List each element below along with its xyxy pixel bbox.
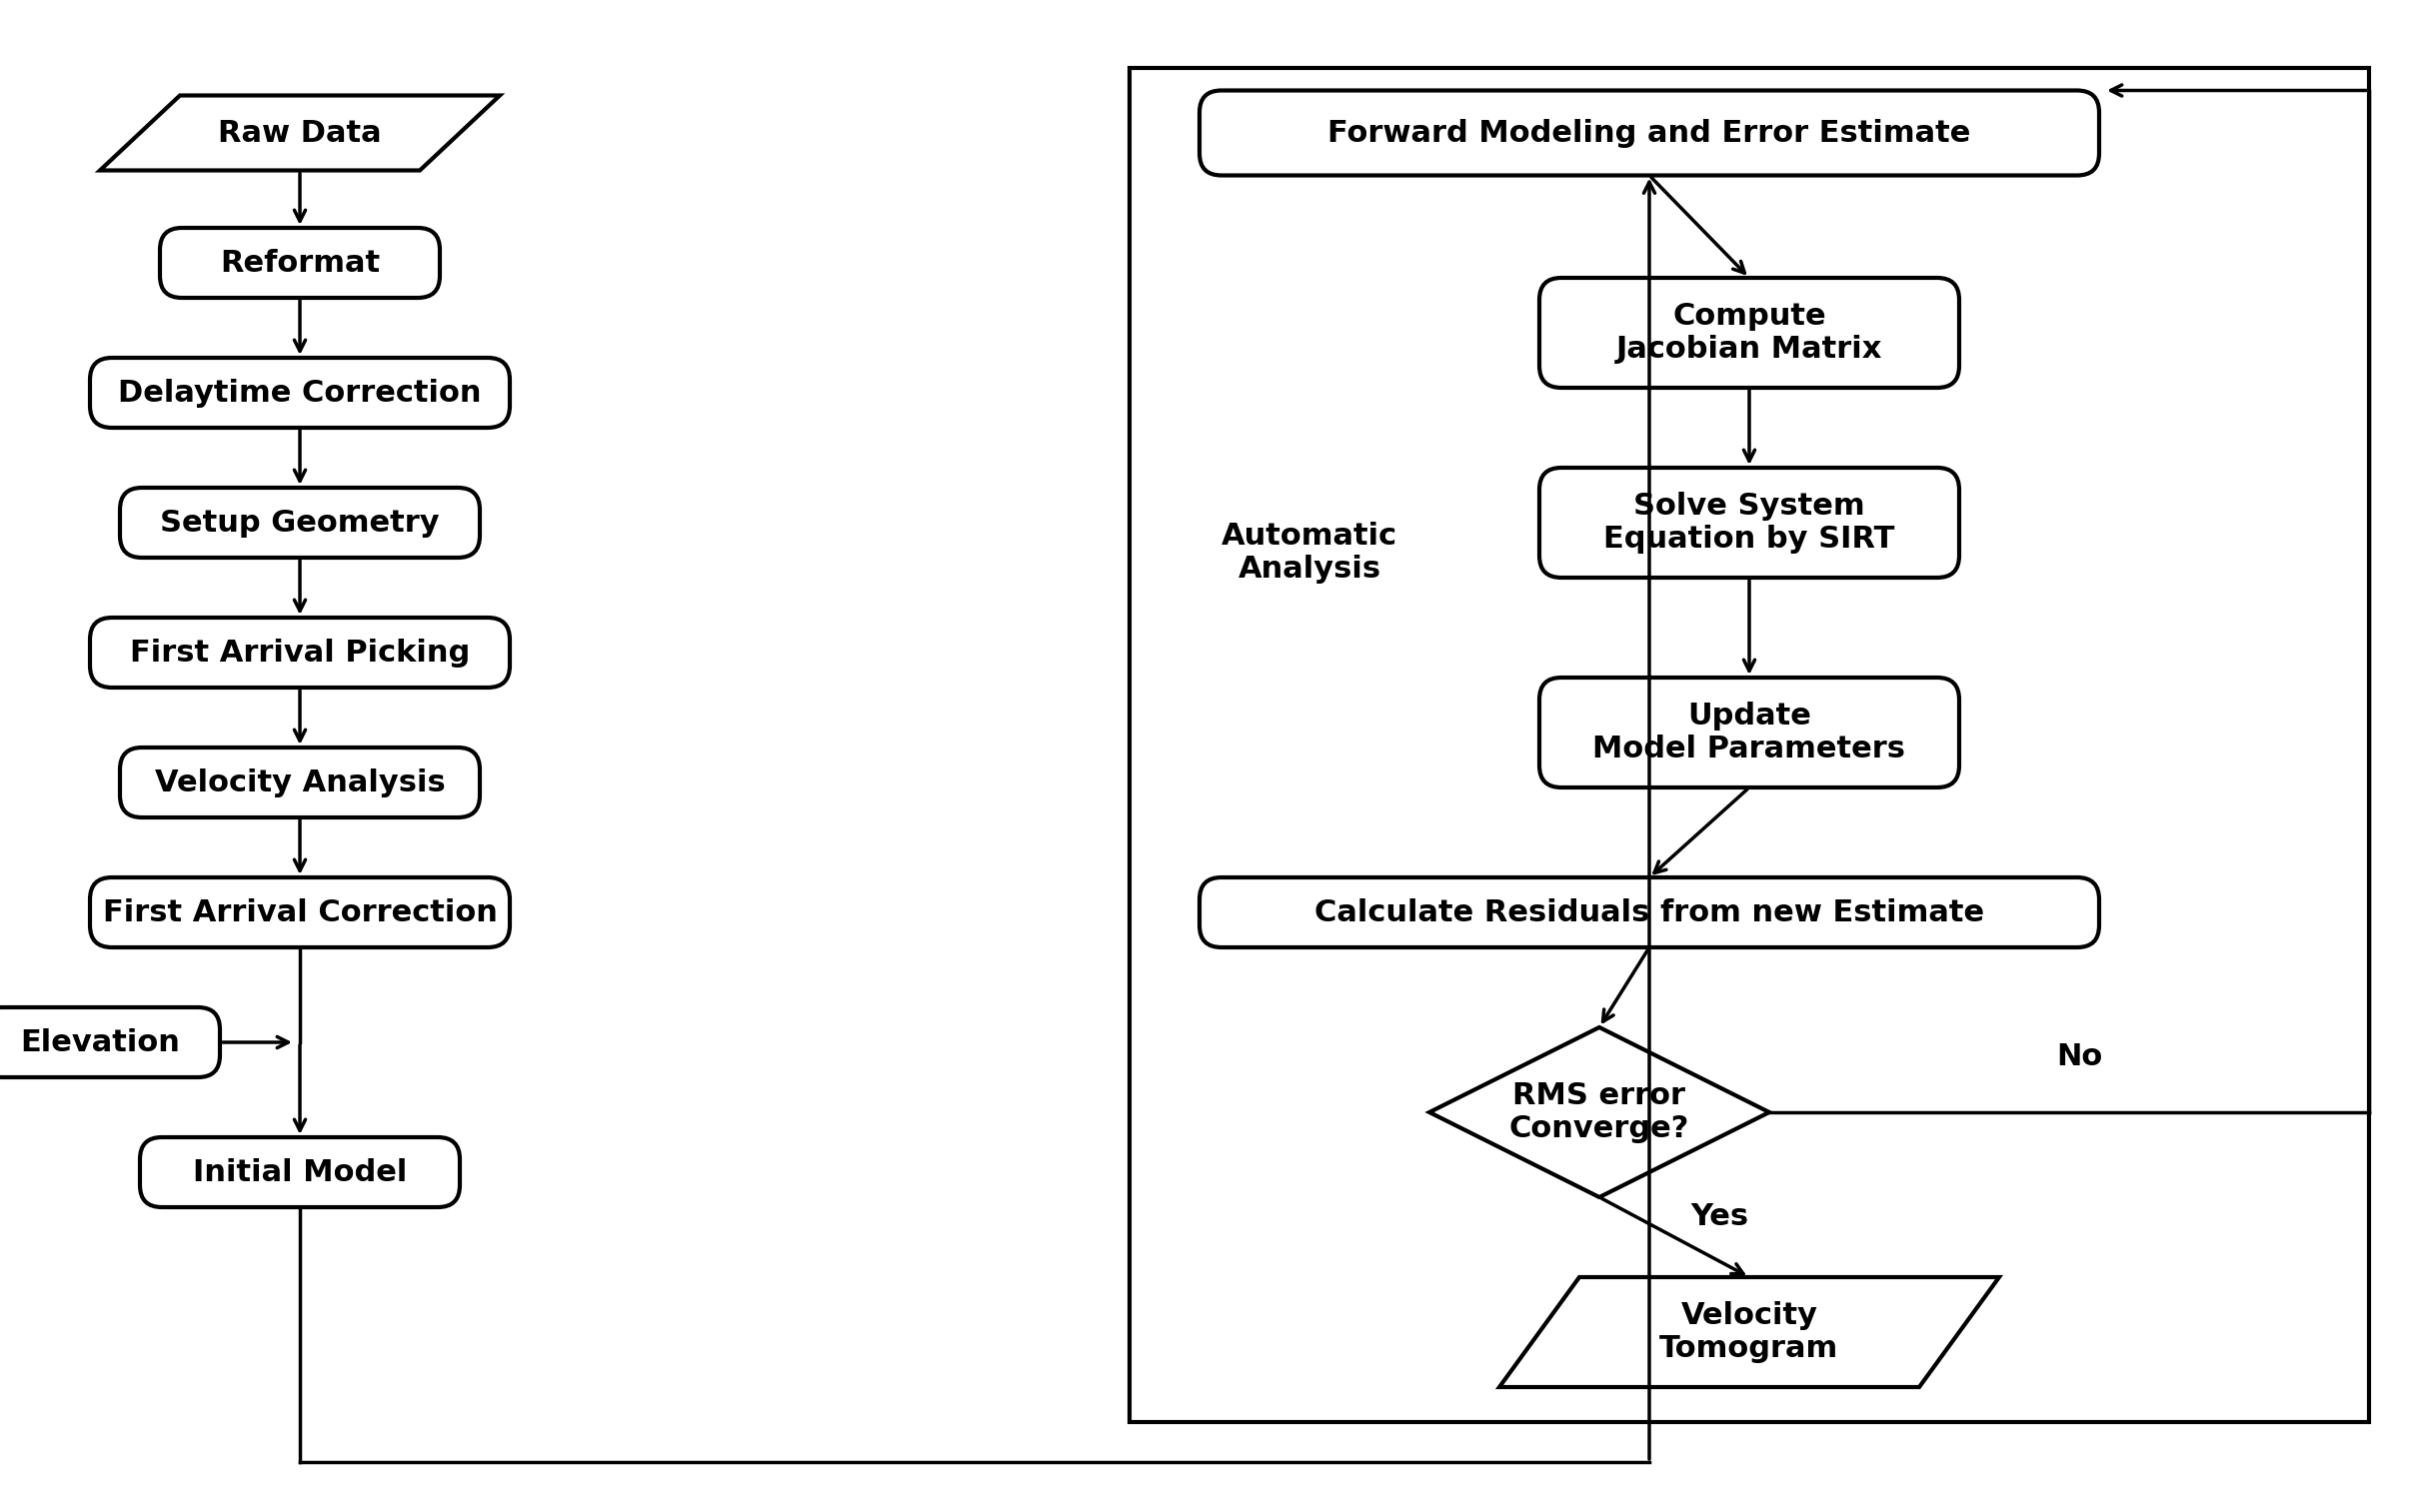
FancyBboxPatch shape [0, 1007, 220, 1077]
FancyBboxPatch shape [1540, 677, 1960, 788]
Bar [1130, 68, 2368, 1423]
Text: Solve System
Equation by SIRT: Solve System Equation by SIRT [1603, 491, 1895, 553]
Text: Automatic
Analysis: Automatic Analysis [1221, 522, 1398, 584]
Text: Compute
Jacobian Matrix: Compute Jacobian Matrix [1615, 301, 1883, 364]
Text: RMS error
Converge?: RMS error Converge? [1509, 1081, 1690, 1143]
FancyBboxPatch shape [1200, 91, 2100, 175]
FancyBboxPatch shape [89, 358, 509, 428]
Text: Calculate Residuals from new Estimate: Calculate Residuals from new Estimate [1313, 898, 1984, 927]
FancyBboxPatch shape [89, 617, 509, 688]
Polygon shape [1429, 1027, 1769, 1198]
FancyBboxPatch shape [121, 747, 480, 818]
Text: Reformat: Reformat [220, 248, 379, 277]
Text: Velocity Analysis: Velocity Analysis [154, 768, 444, 797]
Text: Elevation: Elevation [19, 1028, 181, 1057]
FancyBboxPatch shape [89, 877, 509, 948]
Polygon shape [99, 95, 500, 171]
FancyBboxPatch shape [159, 228, 439, 298]
FancyBboxPatch shape [1540, 278, 1960, 387]
Text: Setup Geometry: Setup Geometry [159, 508, 439, 537]
Text: Forward Modeling and Error Estimate: Forward Modeling and Error Estimate [1328, 118, 1970, 147]
Text: Yes: Yes [1690, 1202, 1748, 1232]
Text: Raw Data: Raw Data [217, 118, 381, 147]
FancyBboxPatch shape [1200, 877, 2100, 948]
Text: First Arrival Correction: First Arrival Correction [101, 898, 497, 927]
Polygon shape [1499, 1278, 1999, 1387]
Text: Update
Model Parameters: Update Model Parameters [1593, 702, 1905, 764]
Text: No: No [2057, 1043, 2103, 1072]
FancyBboxPatch shape [121, 488, 480, 558]
Text: Velocity
Tomogram: Velocity Tomogram [1661, 1300, 1839, 1364]
Text: Initial Model: Initial Model [193, 1158, 408, 1187]
FancyBboxPatch shape [1540, 467, 1960, 578]
Text: Delaytime Correction: Delaytime Correction [118, 378, 480, 407]
Text: First Arrival Picking: First Arrival Picking [130, 638, 471, 667]
FancyBboxPatch shape [140, 1137, 459, 1207]
